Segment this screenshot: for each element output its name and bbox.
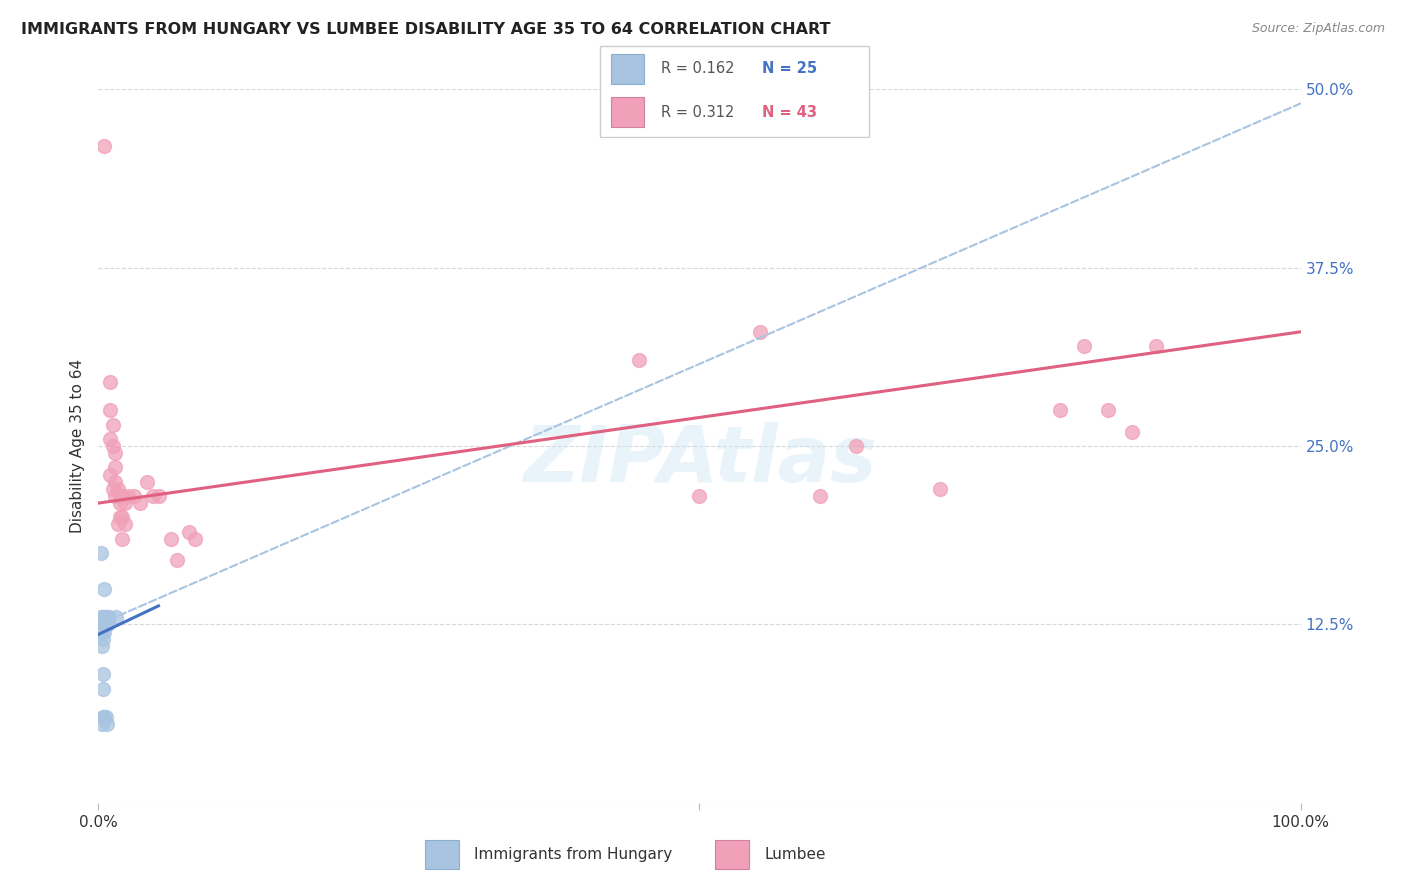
Point	[96, 717, 118, 731]
Point	[117, 489, 139, 503]
Point	[100, 467, 122, 482]
Point	[101, 417, 124, 432]
Point	[93, 582, 115, 596]
Point	[101, 439, 124, 453]
Point	[111, 510, 134, 524]
Point	[845, 439, 868, 453]
Point	[808, 489, 831, 503]
Text: R = 0.312: R = 0.312	[661, 104, 734, 120]
Point	[1144, 339, 1167, 353]
Point	[114, 496, 136, 510]
Point	[1121, 425, 1143, 439]
Point	[107, 482, 129, 496]
Point	[166, 553, 188, 567]
FancyBboxPatch shape	[600, 45, 869, 137]
Point	[183, 532, 205, 546]
Text: Source: ZipAtlas.com: Source: ZipAtlas.com	[1251, 22, 1385, 36]
Point	[148, 489, 170, 503]
Point	[108, 496, 131, 510]
Point	[91, 710, 114, 724]
Point	[91, 681, 114, 696]
Point	[135, 475, 157, 489]
Text: IMMIGRANTS FROM HUNGARY VS LUMBEE DISABILITY AGE 35 TO 64 CORRELATION CHART: IMMIGRANTS FROM HUNGARY VS LUMBEE DISABI…	[21, 22, 831, 37]
Point	[177, 524, 200, 539]
Text: N = 43: N = 43	[762, 104, 817, 120]
Point	[114, 517, 136, 532]
Text: R = 0.162: R = 0.162	[661, 62, 734, 77]
Point	[129, 496, 152, 510]
Point	[94, 710, 117, 724]
Point	[91, 624, 114, 639]
Point	[101, 482, 124, 496]
Point	[107, 517, 129, 532]
Bar	[612, 54, 644, 84]
Point	[1049, 403, 1071, 417]
Point	[124, 489, 146, 503]
Point	[108, 489, 131, 503]
Point	[104, 475, 127, 489]
Point	[91, 617, 114, 632]
Text: Immigrants from Hungary: Immigrants from Hungary	[474, 847, 672, 862]
Text: ZIPAtlas: ZIPAtlas	[523, 422, 876, 499]
Point	[91, 617, 114, 632]
Point	[1073, 339, 1095, 353]
Point	[159, 532, 181, 546]
Text: N = 25: N = 25	[762, 62, 817, 77]
Point	[91, 667, 114, 681]
Point	[91, 639, 114, 653]
Bar	[716, 840, 749, 869]
Point	[91, 610, 114, 624]
Point	[628, 353, 651, 368]
Y-axis label: Disability Age 35 to 64: Disability Age 35 to 64	[69, 359, 84, 533]
Point	[91, 632, 114, 646]
Point	[93, 624, 115, 639]
Point	[91, 610, 114, 624]
Point	[100, 403, 122, 417]
Bar	[425, 840, 458, 869]
Point	[100, 375, 122, 389]
Text: Lumbee: Lumbee	[765, 847, 827, 862]
Point	[91, 717, 114, 731]
Point	[141, 489, 163, 503]
Bar	[612, 97, 644, 127]
Point	[93, 610, 115, 624]
Point	[104, 460, 127, 475]
Point	[96, 610, 118, 624]
Point	[90, 546, 112, 560]
Point	[97, 617, 120, 632]
Point	[748, 325, 770, 339]
Point	[104, 489, 127, 503]
Point	[93, 139, 115, 153]
Point	[108, 510, 131, 524]
Point	[105, 610, 128, 624]
Point	[100, 432, 122, 446]
Point	[94, 617, 117, 632]
Point	[93, 710, 115, 724]
Point	[98, 610, 121, 624]
Point	[104, 446, 127, 460]
Point	[688, 489, 710, 503]
Point	[1097, 403, 1119, 417]
Point	[111, 489, 134, 503]
Point	[928, 482, 950, 496]
Point	[111, 532, 134, 546]
Point	[94, 610, 117, 624]
Point	[90, 610, 112, 624]
